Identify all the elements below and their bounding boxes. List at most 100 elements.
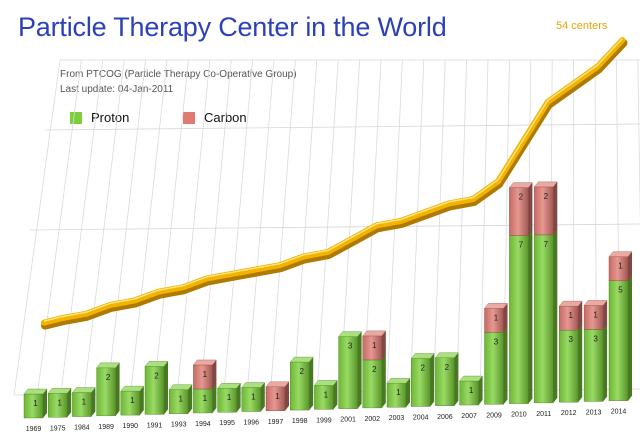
bar-label-carbon: 2 [544,192,549,201]
bar-label-proton: 1 [57,398,62,407]
bar-label-proton: 1 [251,393,256,402]
bar-label-proton: 2 [445,363,450,372]
x-tick-label: 2003 [389,415,405,422]
source-note: From PTCOG (Particle Therapy Co-Operativ… [60,69,297,80]
x-tick-label: 1990 [123,423,139,430]
bar-proton [386,378,411,408]
bar-proton [338,331,363,409]
bar-carbon [192,359,217,390]
chart-title: Particle Therapy Center in the World [18,12,447,42]
bar-label-proton: 1 [178,395,183,404]
bars: 1 1 1 2 1 2 1 1 1 1 1 1 2 1 3 2 1 1 2 2 1 3 1 7 2 7 2 3 1 3 1 5 1 [23,181,633,419]
bar-proton [289,356,314,411]
bar-label-proton: 2 [420,363,425,372]
cumulative-line-highlight [43,37,624,322]
legend-swatch-proton [70,111,82,124]
x-tick-label: 2012 [561,410,577,417]
bar-proton [241,382,266,412]
x-tick-label: 2006 [437,414,453,421]
total-centers-annotation: 54 centers [556,20,608,32]
x-tick-labels: 1969 1975 1984 1989 1990 1991 1993 1994 1995 1996… [26,409,627,433]
bar-proton [47,388,72,418]
bar-proton [23,388,48,419]
bar-proton [434,352,459,406]
bar-label-carbon: 2 [519,193,524,202]
bar-proton [410,353,435,407]
bar-carbon [508,182,533,236]
x-tick-label: 1995 [219,420,235,427]
bar-label-proton: 7 [544,240,549,249]
bar-proton [168,384,193,414]
x-tick-label: 1993 [171,422,187,429]
bar-label-proton: 1 [203,394,208,403]
bar-label-carbon: 1 [275,392,280,401]
x-tick-label: 1996 [244,420,260,427]
bar-proton [459,375,484,406]
bar-label-proton: 7 [519,241,524,250]
bar-carbon [558,300,583,331]
bar-carbon [533,181,558,236]
bar-carbon [608,251,633,281]
bar-label-proton: 5 [618,286,623,295]
bar-proton [362,354,387,409]
legend-item-proton: Proton [70,110,129,125]
bar-label-proton: 2 [299,367,304,376]
bar-label-proton: 3 [348,342,353,351]
bar-label-carbon: 1 [618,262,623,271]
bar-proton [313,380,338,410]
x-tick-label: 2009 [486,412,502,419]
bar-label-carbon: 1 [372,341,377,350]
bar-label-proton: 1 [469,386,474,395]
legend-swatch-carbon [183,111,195,124]
bar-proton [508,230,533,404]
bar-label-proton: 2 [154,371,159,380]
bar-proton [144,361,169,415]
last-update-note: Last update: 04-Jan-2011 [60,84,174,95]
bar-label-carbon: 1 [203,370,208,379]
bar-carbon [583,300,608,330]
x-tick-label: 2002 [365,416,381,423]
bar-label-proton: 3 [494,337,499,346]
x-tick-label: 2014 [611,409,627,416]
bar-proton [71,387,96,417]
bar-label-proton: 1 [396,388,401,397]
bar-label-proton: 1 [82,398,87,407]
x-tick-label: 2007 [461,413,477,420]
bar-label-proton: 1 [324,390,329,399]
x-tick-label: 1989 [98,424,114,431]
bar-label-carbon: 1 [568,311,573,320]
bar-label-proton: 1 [130,396,135,405]
bar-label-proton: 1 [227,393,232,402]
x-tick-label: 1969 [26,426,42,433]
x-tick-label: 1984 [74,425,90,432]
bar-carbon [265,381,290,411]
bar-label-carbon: 1 [593,310,598,319]
x-tick-label: 2001 [340,417,356,424]
x-tick-label: 2010 [511,412,527,419]
x-tick-label: 2011 [536,411,551,418]
bar-label-proton: 1 [33,399,38,408]
x-tick-label: 1999 [316,417,332,424]
legend-label-carbon: Carbon [204,110,247,125]
bar-proton [217,383,242,413]
bar-label-proton: 3 [568,335,573,344]
bar-carbon [362,330,387,361]
bar-label-proton: 2 [106,373,111,382]
legend-item-carbon: Carbon [183,110,247,125]
cumulative-line [41,37,626,326]
bar-proton [533,229,558,404]
bar-proton [608,275,633,401]
bar-label-carbon: 1 [494,313,499,322]
bar-proton [120,385,145,416]
bar-proton [96,362,121,417]
x-tick-label: 1997 [268,419,284,426]
bar-label-proton: 2 [372,365,377,374]
cumulative-line-layer [41,37,628,330]
x-tick-label: 2013 [586,409,602,416]
x-tick-label: 1998 [292,418,308,425]
x-tick-label: 2004 [413,414,429,421]
bar-carbon [484,303,508,333]
x-tick-label: 1994 [195,421,211,428]
